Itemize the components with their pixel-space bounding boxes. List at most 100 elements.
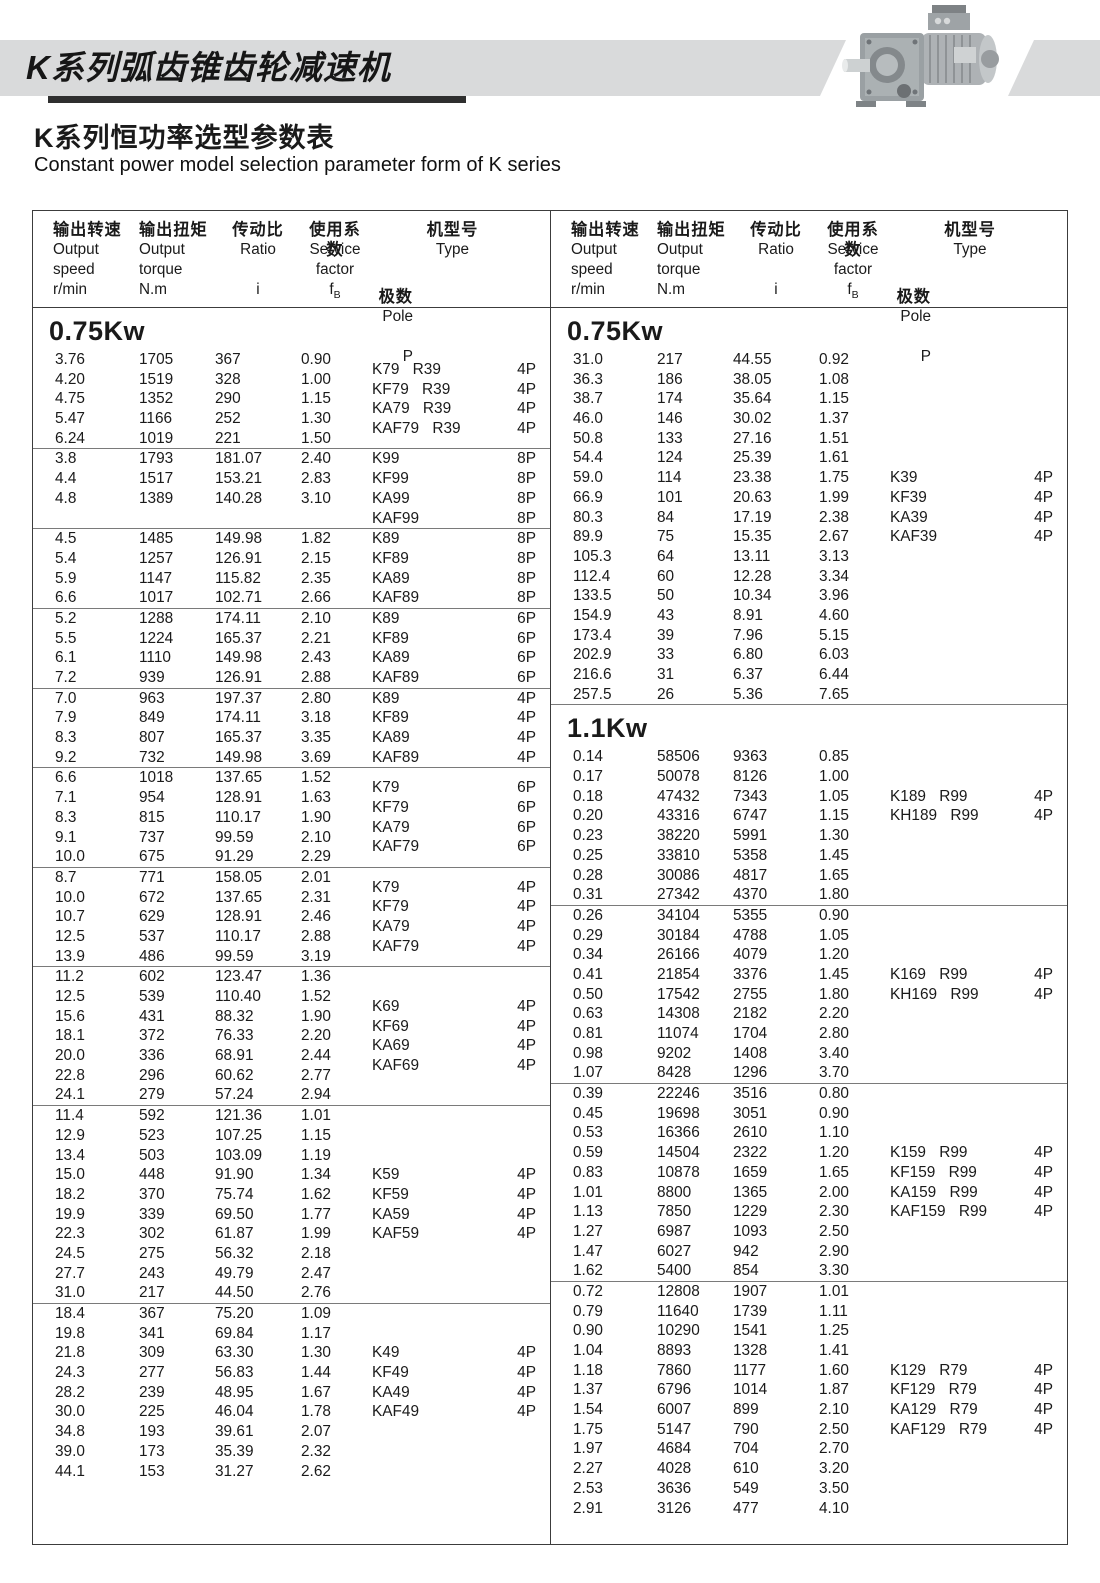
data-row: 15.0 448 91.90 1.34 xyxy=(33,1165,368,1185)
output-speed-value: 1.04 xyxy=(573,1342,603,1359)
output-torque-value: 101 xyxy=(657,488,683,506)
output-speed-value: 18.4 xyxy=(55,1305,85,1322)
data-row: 9.2 732 149.98 3.69 xyxy=(33,748,368,768)
ratio-value: 174.11 xyxy=(215,609,261,627)
ratio-value: 10.34 xyxy=(733,587,772,605)
type-name: KAF99 xyxy=(372,509,420,527)
service-factor-value: 1.19 xyxy=(301,1146,331,1164)
group-data-rows: 31.0 217 44.55 0.92 36.3 186 38.05 1.08 38.7 174 3… xyxy=(551,350,886,704)
ratio-value: 123.47 xyxy=(215,968,263,986)
ratio-value: 610 xyxy=(733,1460,759,1478)
ratio-value: 88.32 xyxy=(215,1007,254,1025)
data-row: 1.04 8893 1328 1.41 xyxy=(551,1341,886,1361)
service-factor-value: 5.15 xyxy=(819,626,849,644)
type-row: K79 6P xyxy=(368,778,536,798)
service-factor-value: 1.17 xyxy=(301,1324,331,1342)
output-speed-value: 0.18 xyxy=(573,787,603,805)
output-torque-value: 279 xyxy=(139,1086,165,1104)
ratio-value: 48.95 xyxy=(215,1383,254,1401)
output-speed-value: 1.18 xyxy=(573,1361,603,1379)
output-speed-value: 20.0 xyxy=(55,1047,85,1065)
table-body-left: 0.75Kw 3.76 1705 367 0.90 4.20 1519 328 1.00 4.75… xyxy=(33,308,550,1544)
model-group: 3.8 1793 181.07 2.40 4.4 1517 153.21 2.83 4.8 138… xyxy=(33,449,550,530)
output-torque-value: 1793 xyxy=(139,450,174,468)
service-factor-value: 2.67 xyxy=(819,528,849,546)
service-factor-value: 1.51 xyxy=(819,429,849,447)
ratio-value: 4079 xyxy=(733,946,768,964)
data-row: 216.6 31 6.37 6.44 xyxy=(551,665,886,685)
model-group: 4.5 1485 149.98 1.82 5.4 1257 126.91 2.15 5.9 114… xyxy=(33,529,550,609)
data-row: 0.63 14308 2182 2.20 xyxy=(551,1004,886,1024)
power-section-label: 1.1Kw xyxy=(567,713,648,744)
model-group: 11.2 602 123.47 1.36 12.5 539 110.40 1.52 15.6 43… xyxy=(33,967,550,1107)
output-torque-value: 296 xyxy=(139,1066,165,1084)
data-row: 1.62 5400 854 3.30 xyxy=(551,1261,886,1281)
output-torque-value: 1017 xyxy=(139,589,174,607)
col-header-torque: 输出扭矩 Output torque N.m xyxy=(657,221,726,298)
ratio-value: 121.36 xyxy=(215,1107,263,1125)
data-row: 0.90 10290 1541 1.25 xyxy=(551,1321,886,1341)
service-factor-value: 1.61 xyxy=(819,449,849,467)
output-speed-value: 0.23 xyxy=(573,827,603,845)
output-torque-value: 174 xyxy=(657,390,683,408)
group-data-rows: 18.4 367 75.20 1.09 19.8 341 69.84 1.17 21.8 309 6… xyxy=(33,1304,368,1481)
pole-value: 4P xyxy=(517,400,536,418)
output-torque-value: 448 xyxy=(139,1166,165,1184)
output-torque-value: 14308 xyxy=(657,1005,700,1023)
output-speed-value: 6.24 xyxy=(55,429,85,447)
output-torque-value: 849 xyxy=(139,709,165,727)
data-row: 1.47 6027 942 2.90 xyxy=(551,1242,886,1262)
ratio-value: 290 xyxy=(215,390,241,408)
type-name: KA89 xyxy=(372,569,410,587)
data-row: 0.34 26166 4079 1.20 xyxy=(551,945,886,965)
group-data-rows: 11.4 592 121.36 1.01 12.9 523 107.25 1.15 13.4 50… xyxy=(33,1106,368,1303)
group-data-rows: 6.6 1018 137.65 1.52 7.1 954 128.91 1.63 8.3 815 1… xyxy=(33,768,368,866)
output-speed-value: 3.76 xyxy=(55,351,85,368)
type-name: K89 xyxy=(372,689,400,707)
type-name: K129 R79 xyxy=(890,1361,968,1379)
data-row: 257.5 26 5.36 7.65 xyxy=(551,685,886,705)
service-factor-value: 1.45 xyxy=(819,965,849,983)
service-factor-value: 2.18 xyxy=(301,1244,331,1262)
type-row: KAF89 4P xyxy=(368,748,536,768)
output-speed-value: 133.5 xyxy=(573,587,612,605)
service-factor-value: 2.20 xyxy=(301,1027,331,1045)
service-factor-value: 3.34 xyxy=(819,567,849,585)
output-speed-value: 80.3 xyxy=(573,508,603,526)
ratio-value: 128.91 xyxy=(215,908,263,926)
pole-value: 4P xyxy=(517,918,536,936)
service-factor-value: 2.80 xyxy=(301,689,331,707)
data-row: 11.4 592 121.36 1.01 xyxy=(33,1106,368,1126)
group-type-list: K69 4P KF69 4P KA69 4P KAF69 4P xyxy=(368,967,550,1105)
type-name: KAF129 R79 xyxy=(890,1420,988,1438)
group-type-list: K49 4P KF49 4P KA49 4P KAF49 4P xyxy=(368,1304,550,1481)
type-name: KAF69 xyxy=(372,1056,420,1074)
pole-value: 4P xyxy=(517,1205,536,1223)
type-row: KAF159 R99 4P xyxy=(886,1202,1053,1222)
data-row: 0.59 14504 2322 1.20 xyxy=(551,1143,886,1163)
output-torque-value: 1257 xyxy=(139,549,174,567)
output-speed-value: 4.20 xyxy=(55,370,85,388)
output-torque-value: 47432 xyxy=(657,787,700,805)
data-row: 173.4 39 7.96 5.15 xyxy=(551,626,886,646)
service-factor-value: 2.29 xyxy=(301,848,331,866)
service-factor-value: 1.05 xyxy=(819,787,849,805)
output-speed-value: 1.97 xyxy=(573,1440,603,1458)
output-speed-value: 0.28 xyxy=(573,866,603,884)
group-type-list: K89 6P KF89 6P KA89 6P KAF89 6P xyxy=(368,609,550,688)
group-type-list: K89 8P KF89 8P KA89 8P KAF89 8P xyxy=(368,529,550,608)
service-factor-value: 3.35 xyxy=(301,729,331,747)
data-row: 4.4 1517 153.21 2.83 xyxy=(33,469,368,489)
pole-value: 6P xyxy=(517,609,536,627)
ratio-value: 99.59 xyxy=(215,828,254,846)
data-row: 10.0 672 137.65 2.31 xyxy=(33,888,368,908)
ratio-value: 126.91 xyxy=(215,549,263,567)
data-row: 0.79 11640 1739 1.11 xyxy=(551,1302,886,1322)
service-factor-value: 2.15 xyxy=(301,549,331,567)
service-factor-value: 1.67 xyxy=(301,1383,331,1401)
group-data-rows: 0.39 22246 3516 0.80 0.45 19698 3051 0.90 0.53 16… xyxy=(551,1084,886,1281)
output-speed-value: 9.1 xyxy=(55,828,77,846)
data-row: 9.1 737 99.59 2.10 xyxy=(33,828,368,848)
service-factor-value: 3.96 xyxy=(819,587,849,605)
ratio-value: 140.28 xyxy=(215,489,263,507)
